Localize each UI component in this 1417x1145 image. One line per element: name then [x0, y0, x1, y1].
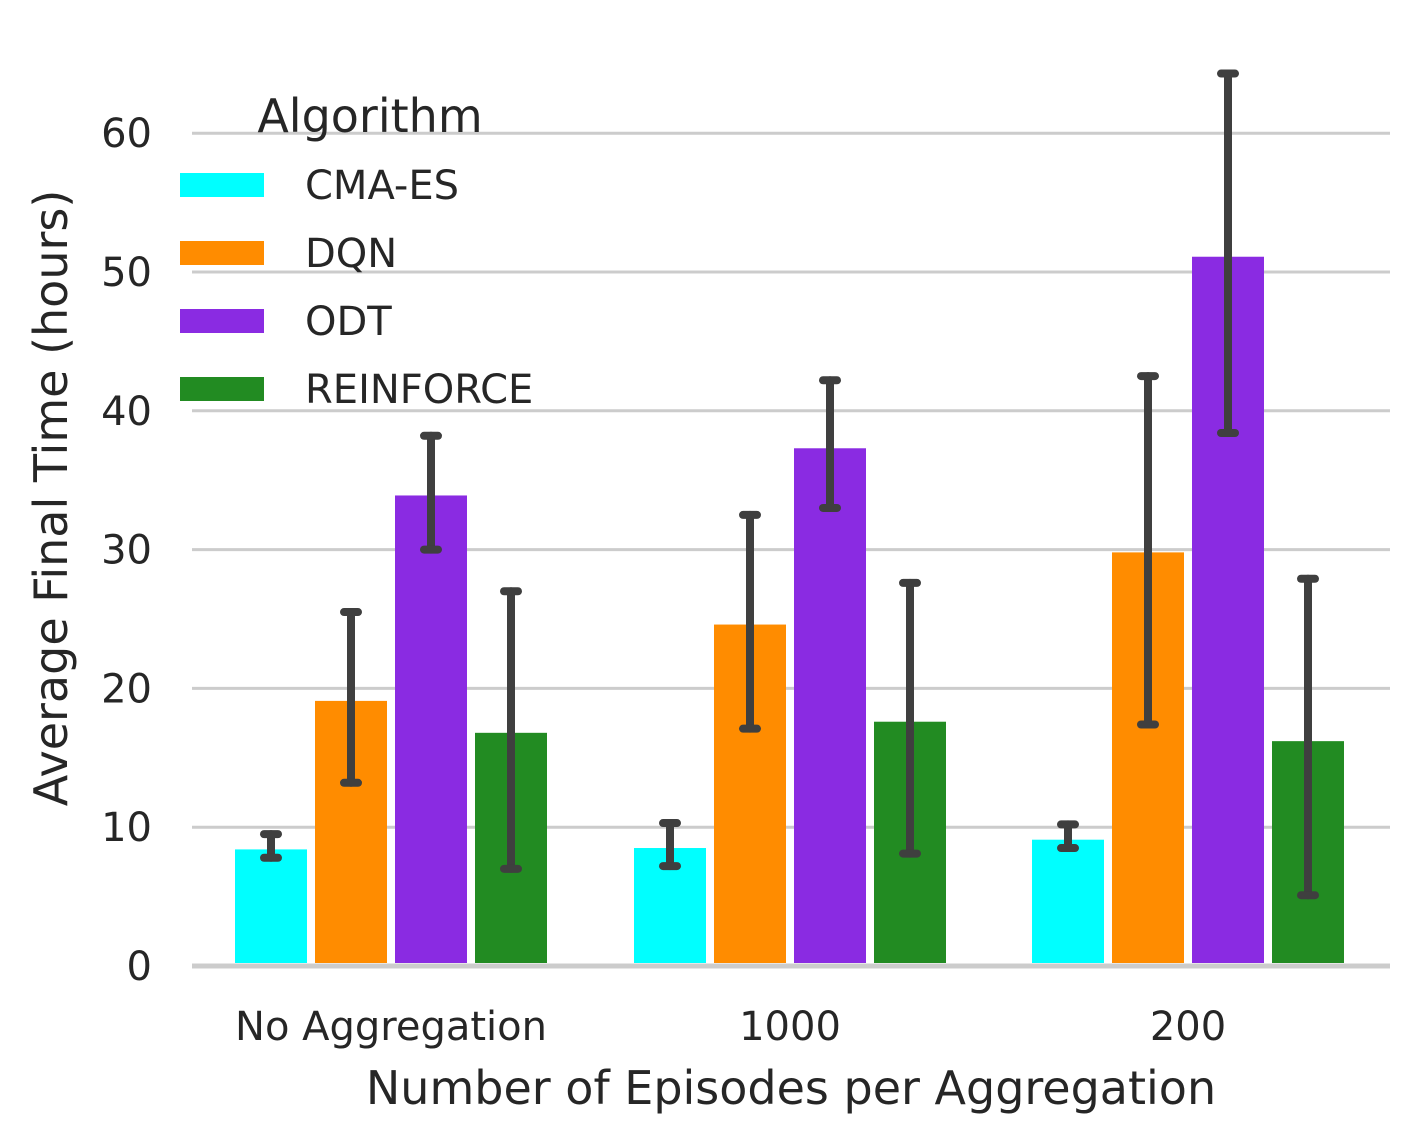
error-bar-cma-es-1000	[659, 819, 681, 871]
legend-label-cma-es: CMA-ES	[305, 163, 459, 209]
bar-odt-1000	[794, 448, 866, 963]
bar-cma-es-no-aggregation	[235, 849, 307, 963]
y-tick-label-20: 20	[101, 666, 152, 712]
bars	[235, 256, 1344, 963]
x-tick-label-200: 200	[1150, 1004, 1226, 1050]
y-tick-labels: 0 10 20 30 40 50 60	[101, 111, 152, 990]
error-bar-dqn-no-aggregation	[340, 608, 362, 787]
legend-label-odt: ODT	[305, 299, 392, 345]
error-bar-odt-no-aggregation	[420, 431, 442, 554]
x-tick-label-1000: 1000	[739, 1004, 841, 1050]
y-tick-label-10: 10	[101, 805, 152, 851]
legend-swatch-reinforce	[180, 377, 264, 401]
error-bar-reinforce-no-aggregation	[500, 587, 522, 873]
legend-swatch-odt	[180, 309, 264, 333]
y-axis-title: Average Final Time (hours)	[24, 190, 78, 807]
y-tick-label-0: 0	[127, 944, 152, 990]
error-bar-reinforce-1000	[899, 578, 921, 858]
error-bar-cma-es-no-aggregation	[260, 830, 282, 862]
x-axis-title: Number of Episodes per Aggregation	[366, 1061, 1216, 1115]
error-bar-cma-es-200	[1057, 820, 1079, 853]
error-bar-dqn-1000	[739, 510, 761, 733]
legend-item-dqn: DQN	[180, 231, 397, 277]
legend-title: Algorithm	[257, 89, 482, 143]
bar-odt-no-aggregation	[395, 495, 467, 963]
bar-cma-es-200	[1032, 839, 1104, 963]
legend-label-dqn: DQN	[305, 231, 397, 277]
error-bar-odt-200	[1217, 69, 1239, 438]
x-tick-labels: No Aggregation 1000 200	[235, 1004, 1226, 1050]
legend: Algorithm CMA-ES DQN ODT REINFORCE	[180, 89, 533, 413]
legend-item-cma-es: CMA-ES	[180, 163, 459, 209]
error-bar-dqn-200	[1137, 372, 1159, 729]
legend-item-reinforce: REINFORCE	[180, 367, 533, 413]
y-tick-label-40: 40	[101, 389, 152, 435]
legend-label-reinforce: REINFORCE	[305, 367, 533, 413]
x-tick-label-no-aggregation: No Aggregation	[235, 1004, 547, 1050]
gridlines	[192, 131, 1390, 829]
error-bar-odt-1000	[819, 376, 841, 512]
y-tick-label-60: 60	[101, 111, 152, 157]
error-bar-reinforce-200	[1297, 574, 1319, 900]
legend-item-odt: ODT	[180, 299, 392, 345]
legend-swatch-dqn	[180, 241, 264, 265]
y-tick-label-50: 50	[101, 250, 152, 296]
error-bars	[260, 69, 1319, 900]
legend-swatch-cma-es	[180, 173, 264, 197]
y-tick-label-30: 30	[101, 528, 152, 574]
